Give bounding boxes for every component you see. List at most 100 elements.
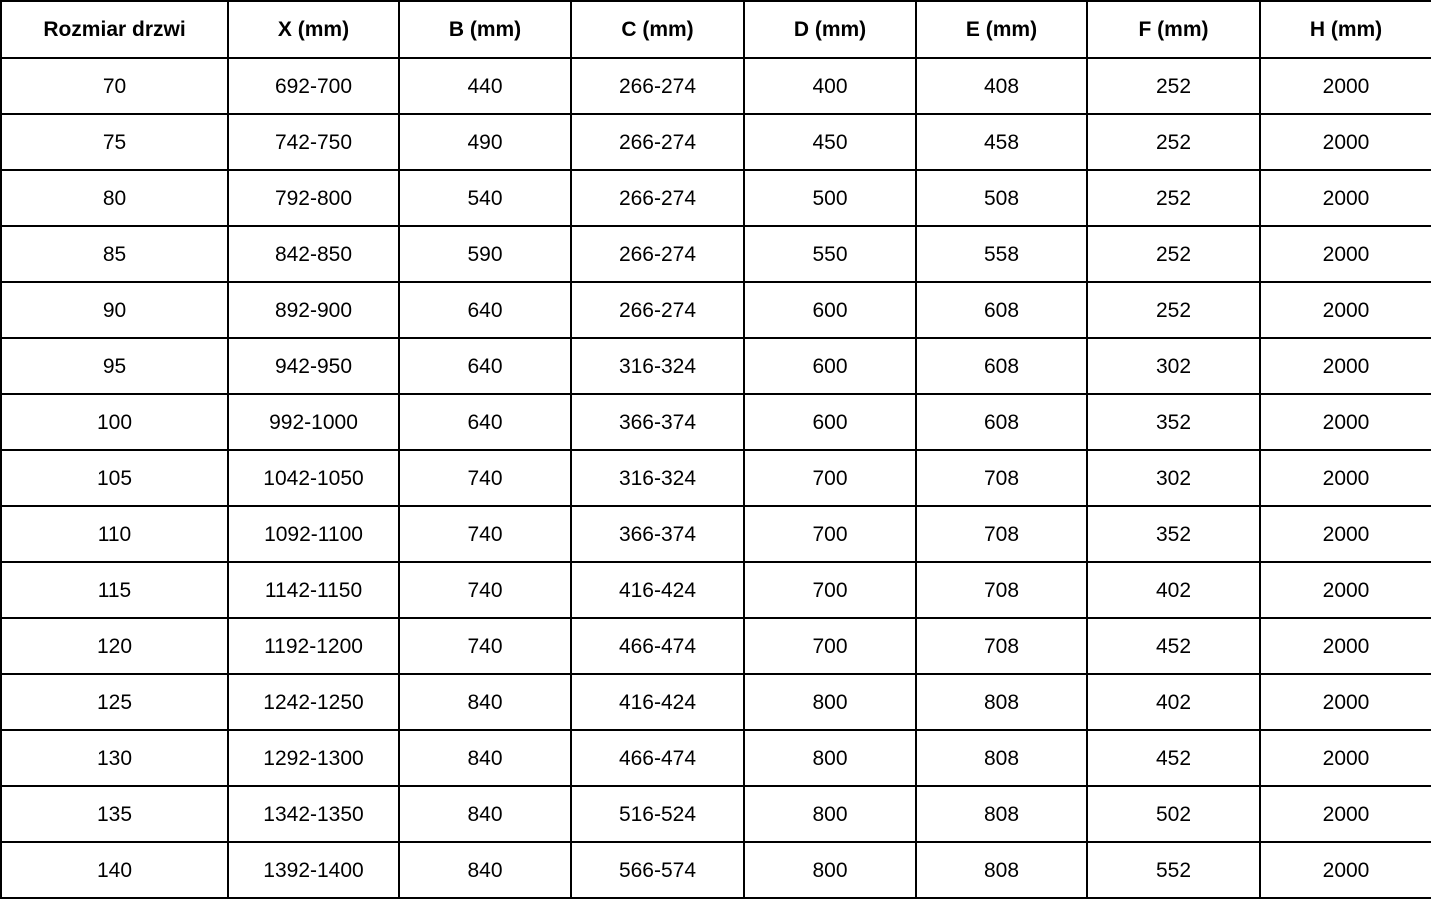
table-cell: 1242-1250: [227, 673, 400, 731]
table-cell: 2000: [1259, 841, 1431, 899]
table-row: 135 1342-1350 840 516-524 800 808 502 2000: [0, 785, 1431, 843]
table-row: 100 992-1000 640 366-374 600 608 352 2000: [0, 393, 1431, 451]
table-cell: 1092-1100: [227, 505, 400, 563]
table-cell: 366-374: [570, 505, 745, 563]
table-cell: 266-274: [570, 225, 745, 283]
column-header-x-mm: X (mm): [227, 0, 400, 59]
table-cell: 266-274: [570, 169, 745, 227]
table-cell: 402: [1086, 673, 1261, 731]
table-cell: 1392-1400: [227, 841, 400, 899]
table-cell: 552: [1086, 841, 1261, 899]
table-cell: 452: [1086, 729, 1261, 787]
table-cell: 840: [398, 673, 572, 731]
table-cell: 740: [398, 505, 572, 563]
column-header-rozmiar-drzwi: Rozmiar drzwi: [0, 0, 229, 59]
table-cell: 500: [743, 169, 917, 227]
table-cell: 692-700: [227, 57, 400, 115]
column-header-d-mm: D (mm): [743, 0, 917, 59]
table-cell: 1142-1150: [227, 561, 400, 619]
table-cell: 458: [915, 113, 1088, 171]
column-header-f-mm: F (mm): [1086, 0, 1261, 59]
table-cell: 740: [398, 449, 572, 507]
header-row: Rozmiar drzwi X (mm) B (mm) C (mm) D (mm…: [0, 0, 1431, 59]
table-cell: 742-750: [227, 113, 400, 171]
table-cell: 252: [1086, 281, 1261, 339]
table-cell: 1192-1200: [227, 617, 400, 675]
table-cell: 608: [915, 337, 1088, 395]
table-row: 75 742-750 490 266-274 450 458 252 2000: [0, 113, 1431, 171]
table-cell: 1342-1350: [227, 785, 400, 843]
table-cell: 302: [1086, 449, 1261, 507]
table-cell: 800: [743, 841, 917, 899]
table-cell: 452: [1086, 617, 1261, 675]
table-row: 70 692-700 440 266-274 400 408 252 2000: [0, 57, 1431, 115]
table-row: 125 1242-1250 840 416-424 800 808 402 2000: [0, 673, 1431, 731]
table-cell: 252: [1086, 113, 1261, 171]
table-cell: 120: [0, 617, 229, 675]
table-cell: 450: [743, 113, 917, 171]
table-cell: 466-474: [570, 617, 745, 675]
table-cell: 2000: [1259, 393, 1431, 451]
table-row: 130 1292-1300 840 466-474 800 808 452 2000: [0, 729, 1431, 787]
table-cell: 808: [915, 729, 1088, 787]
table-cell: 80: [0, 169, 229, 227]
table-cell: 352: [1086, 505, 1261, 563]
table-cell: 2000: [1259, 617, 1431, 675]
table-cell: 110: [0, 505, 229, 563]
table-cell: 600: [743, 337, 917, 395]
table-row: 110 1092-1100 740 366-374 700 708 352 2000: [0, 505, 1431, 563]
table-cell: 800: [743, 673, 917, 731]
table-row: 85 842-850 590 266-274 550 558 252 2000: [0, 225, 1431, 283]
table-cell: 135: [0, 785, 229, 843]
table-cell: 740: [398, 617, 572, 675]
table-cell: 708: [915, 505, 1088, 563]
table-body: 70 692-700 440 266-274 400 408 252 2000 75 742-75…: [0, 57, 1431, 899]
table-cell: 540: [398, 169, 572, 227]
table-cell: 125: [0, 673, 229, 731]
table-cell: 800: [743, 785, 917, 843]
table-cell: 140: [0, 841, 229, 899]
table-cell: 558: [915, 225, 1088, 283]
table-cell: 2000: [1259, 281, 1431, 339]
table-cell: 2000: [1259, 169, 1431, 227]
table-cell: 550: [743, 225, 917, 283]
table-cell: 416-424: [570, 673, 745, 731]
table-cell: 440: [398, 57, 572, 115]
table-cell: 352: [1086, 393, 1261, 451]
table-cell: 115: [0, 561, 229, 619]
table-cell: 792-800: [227, 169, 400, 227]
table-cell: 2000: [1259, 561, 1431, 619]
column-header-c-mm: C (mm): [570, 0, 745, 59]
table-row: 140 1392-1400 840 566-574 800 808 552 2000: [0, 841, 1431, 899]
table-cell: 402: [1086, 561, 1261, 619]
table-cell: 640: [398, 337, 572, 395]
table-cell: 316-324: [570, 449, 745, 507]
table-cell: 366-374: [570, 393, 745, 451]
table-cell: 842-850: [227, 225, 400, 283]
table-cell: 266-274: [570, 113, 745, 171]
table-cell: 408: [915, 57, 1088, 115]
table-cell: 70: [0, 57, 229, 115]
table-cell: 640: [398, 281, 572, 339]
table-cell: 75: [0, 113, 229, 171]
table-cell: 490: [398, 113, 572, 171]
table-cell: 840: [398, 841, 572, 899]
table-cell: 2000: [1259, 57, 1431, 115]
table-cell: 600: [743, 393, 917, 451]
table-cell: 466-474: [570, 729, 745, 787]
table-cell: 400: [743, 57, 917, 115]
table-cell: 600: [743, 281, 917, 339]
table-row: 80 792-800 540 266-274 500 508 252 2000: [0, 169, 1431, 227]
table-cell: 130: [0, 729, 229, 787]
table-cell: 252: [1086, 225, 1261, 283]
table-cell: 708: [915, 617, 1088, 675]
table-cell: 100: [0, 393, 229, 451]
table-cell: 840: [398, 729, 572, 787]
table-cell: 708: [915, 449, 1088, 507]
table-cell: 508: [915, 169, 1088, 227]
table-cell: 566-574: [570, 841, 745, 899]
table-cell: 266-274: [570, 281, 745, 339]
table-cell: 700: [743, 449, 917, 507]
table-cell: 892-900: [227, 281, 400, 339]
